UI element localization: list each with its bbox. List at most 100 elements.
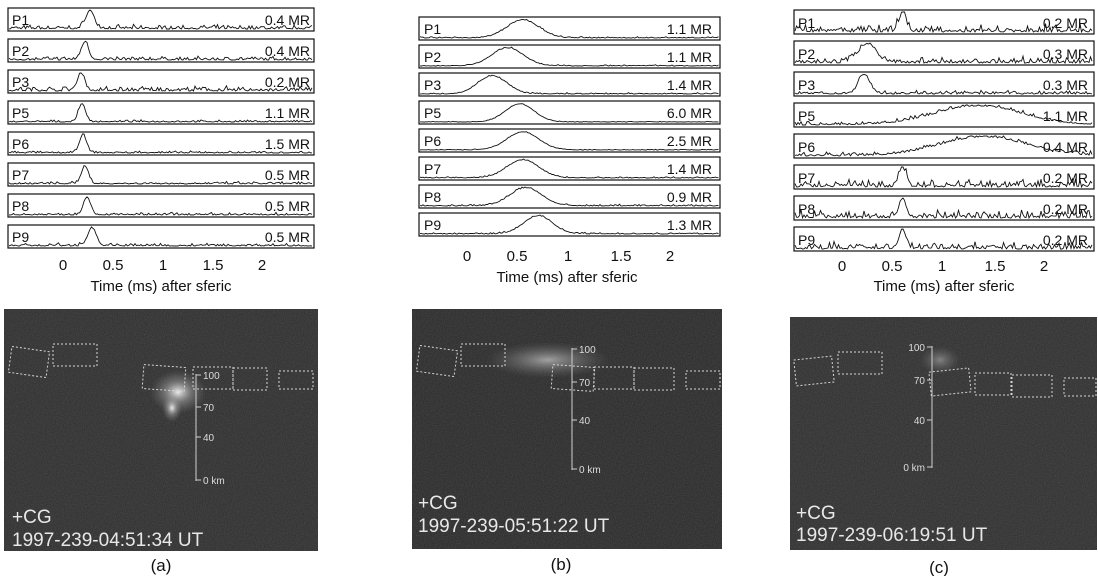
channel-label: P5 <box>798 108 815 124</box>
channel-box <box>7 38 315 63</box>
x-tick-label: 0.5 <box>882 258 903 275</box>
x-tick-label: 1.5 <box>985 258 1006 275</box>
altitude-label: 100 <box>908 343 925 354</box>
fov-box <box>928 367 972 397</box>
channel-label: P2 <box>12 43 29 59</box>
event-type: +CG <box>796 503 836 524</box>
x-tick-label: 2 <box>666 248 674 265</box>
channel-label: P6 <box>798 139 815 155</box>
x-tick-label: 0 <box>463 248 471 265</box>
fov-box <box>192 366 234 390</box>
altitude-label: 70 <box>203 403 215 414</box>
channel-box <box>793 9 1095 35</box>
channel-label: P2 <box>798 46 815 62</box>
channel-label: P5 <box>424 105 441 121</box>
channel-label: P9 <box>424 217 441 233</box>
trace-p2 <box>794 42 1093 64</box>
trace-p7 <box>794 166 1093 189</box>
channel-box <box>793 71 1095 97</box>
intensity-label: 0.4 MR <box>265 12 310 28</box>
channel-box <box>793 102 1095 128</box>
photometer-fov-boxes <box>7 343 314 392</box>
fov-box <box>550 364 596 392</box>
trace-p9 <box>420 214 719 235</box>
channel-label: P9 <box>798 232 815 248</box>
x-tick-label: 0 <box>59 257 67 274</box>
trace-p8 <box>794 197 1093 220</box>
altitude-label: 70 <box>579 378 591 389</box>
intensity-label: 0.2 MR <box>1043 201 1088 217</box>
channel-box <box>418 212 721 237</box>
channel-label: P5 <box>12 105 29 121</box>
trace-p5 <box>794 104 1093 126</box>
trace-p6 <box>794 135 1093 157</box>
event-type: +CG <box>418 493 458 514</box>
altitude-scale <box>927 346 933 468</box>
fov-box <box>593 366 635 390</box>
timestamp: 1997-239-06:19:51 UT <box>796 525 988 546</box>
panel-label: (c) <box>929 558 949 576</box>
trace-p1 <box>794 11 1093 34</box>
fov-box <box>278 370 314 390</box>
camera-image-a: 100 70 40 0 km +CG 1997-239-04:51:34 UT <box>4 309 318 551</box>
trace-p9 <box>8 226 313 247</box>
event-type: +CG <box>12 507 52 528</box>
intensity-label: 1.1 MR <box>667 21 712 37</box>
intensity-label: 1.4 MR <box>667 77 712 93</box>
x-tick-label: 0.5 <box>103 257 124 274</box>
altitude-label: 40 <box>203 433 215 444</box>
intensity-label: 0.3 MR <box>1043 77 1088 93</box>
x-tick-label: 1 <box>564 248 572 265</box>
photometer-fov-boxes <box>415 343 721 392</box>
channel-box <box>418 44 721 69</box>
intensity-label: 1.1 MR <box>667 49 712 65</box>
channel-label: P7 <box>798 170 815 186</box>
sprite-glow <box>162 394 182 422</box>
altitude-label: 100 <box>579 345 596 356</box>
sprite-glow <box>920 346 960 374</box>
trace-p7 <box>8 165 313 185</box>
channel-label: P7 <box>12 167 29 183</box>
fov-box <box>141 364 187 392</box>
channel-label: P1 <box>424 21 441 37</box>
intensity-label: 0.5 MR <box>265 198 310 214</box>
trace-p5 <box>419 103 719 123</box>
altitude-label: 0 km <box>579 465 601 476</box>
x-tick-label: 1.5 <box>611 248 632 265</box>
trace-p6 <box>8 133 313 154</box>
x-tick-label: 2 <box>1040 258 1048 275</box>
channel-box <box>418 184 721 209</box>
trace-p3 <box>8 72 313 93</box>
channel-box <box>7 131 315 156</box>
altitude-scale <box>571 348 577 470</box>
channel-label: P3 <box>798 77 815 93</box>
channel-box <box>793 40 1095 66</box>
trace-lines <box>8 9 1093 251</box>
fov-box <box>1063 377 1097 397</box>
channel-box <box>418 128 721 153</box>
channel-label: P6 <box>12 136 29 152</box>
trace-p7 <box>419 158 719 179</box>
channel-label: P9 <box>12 229 29 245</box>
x-tick-label: 1 <box>159 257 167 274</box>
altitude-label: 40 <box>579 416 591 427</box>
intensity-label: 0.5 MR <box>265 167 310 183</box>
channel-label: P1 <box>12 12 29 28</box>
trace-p3 <box>794 73 1093 95</box>
panel-b: P1 P2 P3 P5 P6 P7 P8 P9 1.1 MR 1.1 MR 1.… <box>412 16 722 574</box>
fov-box <box>837 351 883 375</box>
channel-label: P1 <box>798 15 815 31</box>
x-tick-label: 1 <box>938 258 946 275</box>
intensity-label: 6.0 MR <box>667 105 712 121</box>
fov-box <box>1011 374 1053 398</box>
intensity-label: 1.3 MR <box>667 217 712 233</box>
channel-label: P3 <box>424 77 441 93</box>
channel-box <box>418 16 721 41</box>
camera-image-b: 100 70 40 0 km +CG 1997-239-05:51:22 UT <box>412 309 722 549</box>
altitude-scale <box>195 374 201 481</box>
trace-p1 <box>8 9 313 30</box>
x-axis-label: Time (ms) after sferic <box>90 278 232 295</box>
channel-label: P7 <box>424 161 441 177</box>
intensity-label: 0.4 MR <box>265 43 310 59</box>
